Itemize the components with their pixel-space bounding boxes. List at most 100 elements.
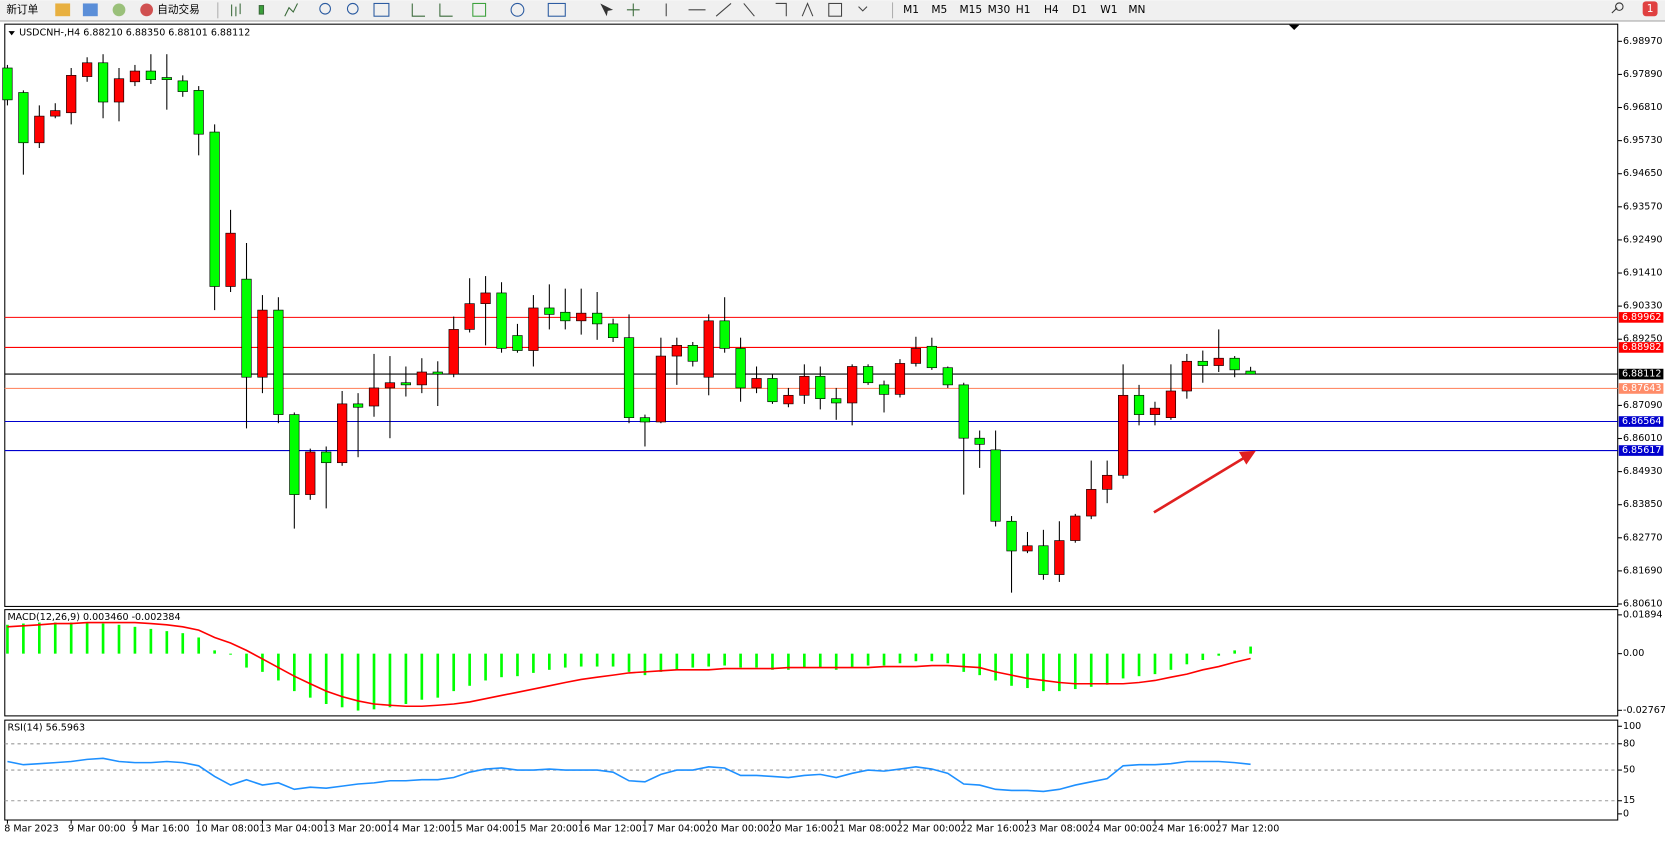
main-title: USDCNH-,H4 6.88210 6.88350 6.88101 6.881…	[19, 28, 250, 39]
candle-body	[464, 303, 475, 330]
cursor-button[interactable]	[600, 3, 614, 17]
arrows-button[interactable]	[858, 6, 868, 12]
zoom-in-button[interactable]	[319, 2, 331, 15]
y-tick-label: 0	[1623, 808, 1629, 819]
shift-button[interactable]	[439, 3, 453, 17]
x-tick-label: 23 Mar 08:00	[1024, 824, 1088, 835]
candle-body	[352, 403, 364, 408]
timeframe-button[interactable]: H1	[1016, 3, 1031, 16]
candle-body	[703, 320, 714, 378]
timeframe-button[interactable]: H4	[1044, 3, 1059, 16]
icon[interactable]	[55, 3, 71, 17]
candle-body	[2, 67, 13, 101]
candle-body	[1102, 474, 1113, 490]
symbol-menu[interactable]	[8, 31, 15, 36]
candle-body	[400, 382, 411, 386]
candle-body	[958, 384, 969, 439]
timeframe-button[interactable]: M1	[903, 3, 919, 16]
new-order-button[interactable]: 新订单	[6, 3, 38, 16]
candle-body	[623, 337, 635, 418]
x-tick-label: 22 Mar 16:00	[961, 824, 1025, 835]
candle-body	[512, 335, 523, 351]
search-icon[interactable]	[1615, 2, 1624, 11]
candle-body	[34, 115, 45, 144]
bar-chart-button[interactable]	[231, 3, 241, 17]
text-button[interactable]	[801, 2, 814, 17]
templates-button[interactable]	[547, 2, 566, 17]
candle-body	[225, 232, 236, 287]
candle-button[interactable]	[258, 5, 265, 15]
timeframe-button[interactable]: M5	[931, 3, 947, 16]
timeframe-button[interactable]: W1	[1100, 3, 1117, 16]
timeframe-button[interactable]: M30	[988, 3, 1011, 16]
fibo-button[interactable]	[775, 2, 787, 17]
price-label: 6.89962	[1622, 312, 1661, 323]
candle-body	[241, 278, 252, 378]
candle-body	[719, 320, 730, 349]
toolbar-bg	[0, 0, 1665, 21]
candle-body	[544, 307, 555, 315]
main-panel	[4, 23, 1619, 607]
timeframe-button[interactable]: MN	[1128, 3, 1145, 16]
notification-count[interactable]: 1	[1647, 2, 1654, 15]
y-tick-label: 6.89250	[1623, 334, 1662, 345]
timeframe-button[interactable]: D1	[1072, 3, 1087, 16]
drawing-tools[interactable]	[665, 3, 755, 17]
x-tick-label: 8 Mar 2023	[4, 824, 58, 835]
x-tick-label: 20 Mar 00:00	[706, 824, 770, 835]
candle-body	[671, 345, 682, 357]
timeframes: M1 M5 M15 M30 H1 H4 D1 W1 MN	[903, 3, 1145, 16]
candle-body	[480, 292, 491, 304]
candle-body	[560, 311, 571, 322]
candle-body	[576, 312, 587, 322]
macd-title: MACD(12,26,9) 0.003460 -0.002384	[7, 612, 180, 623]
zoom-out-button[interactable]	[346, 2, 359, 15]
notification-badge[interactable]	[1642, 1, 1658, 17]
rsi-title: RSI(14) 56.5963	[7, 723, 85, 734]
y-tick-label: 6.96810	[1623, 102, 1662, 113]
auto-trading-button[interactable]: 自动交易	[157, 3, 199, 16]
candle-body	[926, 345, 937, 369]
price-label: 6.87643	[1622, 383, 1661, 394]
x-tick-label: 9 Mar 16:00	[132, 824, 190, 835]
periods-button[interactable]	[510, 2, 525, 17]
label-button[interactable]	[828, 2, 843, 17]
icon[interactable]	[82, 3, 98, 17]
candle-body	[862, 366, 874, 384]
candle-body	[321, 451, 332, 464]
line-chart-button[interactable]	[284, 3, 298, 17]
candle-body	[1181, 360, 1192, 392]
y-tick-label: 100	[1623, 721, 1641, 732]
candle-body	[273, 309, 284, 415]
y-tick-label: 6.94650	[1623, 168, 1662, 179]
price-label: 6.88982	[1622, 342, 1661, 353]
candle-body	[209, 131, 220, 287]
candle-body	[50, 110, 61, 117]
candle-body	[368, 387, 380, 407]
candle-body	[289, 414, 300, 495]
x-tick-label: 22 Mar 00:00	[897, 824, 961, 835]
y-tick-label: 50	[1623, 765, 1635, 776]
candle-body	[655, 355, 666, 423]
macd-panel	[4, 609, 1619, 717]
candle-body	[751, 378, 762, 389]
candle-body	[1118, 394, 1129, 476]
candle-body	[607, 323, 619, 338]
candle-body	[894, 363, 906, 395]
candle-body	[1038, 545, 1049, 575]
price-label-bg	[1618, 312, 1664, 323]
x-tick-label: 13 Mar 04:00	[259, 824, 323, 835]
price-label-bg	[1618, 368, 1664, 380]
candle-body	[1022, 545, 1033, 552]
tile-button[interactable]	[373, 2, 390, 17]
candle-body	[990, 449, 1001, 522]
y-tick-label: 0.00	[1623, 648, 1644, 659]
crosshair-button[interactable]	[626, 3, 640, 17]
auto-trading-icon[interactable]	[140, 3, 154, 17]
indicators-button[interactable]	[472, 2, 487, 17]
price-label-bg	[1618, 416, 1664, 427]
icon[interactable]	[112, 3, 126, 17]
scroll-button[interactable]	[411, 3, 426, 17]
timeframe-button[interactable]: M15	[959, 3, 982, 16]
x-tick-label: 20 Mar 16:00	[769, 824, 833, 835]
